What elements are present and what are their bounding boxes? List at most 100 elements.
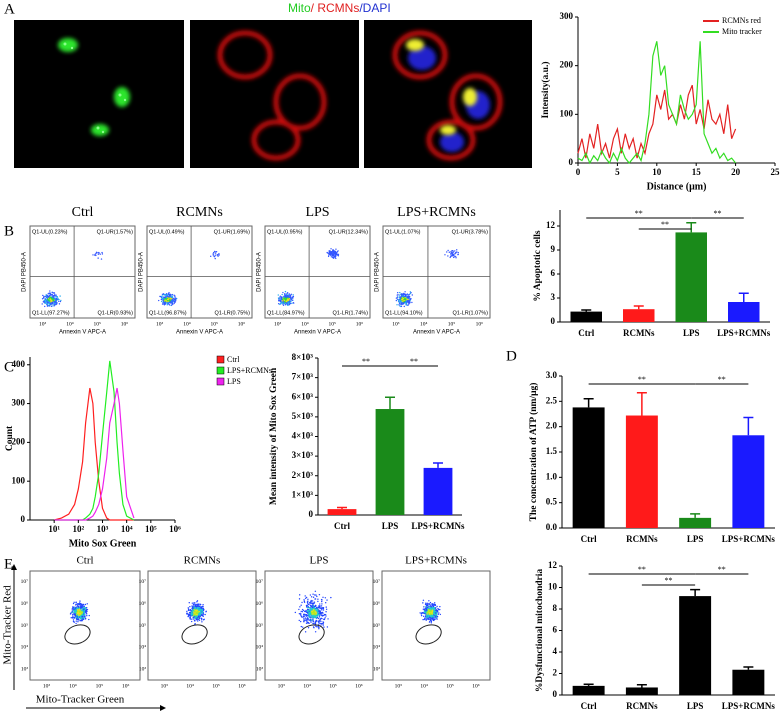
quadrant-label: Q1-UL(0.95%) [267,229,303,235]
x-tick-label: 10⁴ [420,683,428,689]
event-dot [457,254,458,255]
event-dot [215,252,216,253]
event-dot [45,298,46,299]
event-dot [280,301,281,302]
event-dot [403,301,405,303]
event-dot [429,621,430,622]
event-dot [50,294,51,295]
y-tick-label: 12 [546,220,556,230]
event-dot [401,306,402,307]
event-dot [315,617,317,619]
event-dot [319,607,320,608]
x-tick-label: 10⁵ [446,683,454,689]
event-dot [191,605,192,606]
event-dot [396,297,397,298]
event-dot [48,293,49,294]
x-tick-label: 10⁵ [210,321,218,327]
event-dot [48,296,49,297]
event-dot [300,605,301,606]
event-dot [163,296,164,297]
event-dot [78,606,79,607]
event-dot [316,615,318,617]
event-dot [56,299,57,300]
event-dot [332,257,333,258]
y-tick-label: 100 [560,108,574,118]
y-axis-label: DAPI PB450-A [22,252,28,292]
event-dot [83,614,85,616]
event-dot [333,251,334,252]
quadrant-label: Q1-LL(84.97%) [267,310,305,316]
event-dot [307,602,308,603]
y-axis-label: DAPI PB450-A [375,252,381,292]
event-dot [80,616,82,618]
legend-swatch [217,356,224,363]
event-dot [433,619,434,620]
event-dot [79,602,80,603]
event-dot [446,251,447,252]
event-dot [335,254,336,255]
event-dot [307,604,308,605]
bar [573,407,605,528]
event-dot [426,613,428,615]
quadrant-label: Q1-LR(1.07%) [453,310,489,316]
event-dot [312,620,313,621]
event-dot [421,615,422,616]
x-tick-label: Ctrl [581,701,597,711]
x-tick-label: Ctrl [578,328,594,338]
x-tick-label: 10³ [97,524,109,534]
x-tick-label: 10³ [395,683,403,689]
bar [424,468,453,515]
event-dot [73,603,74,604]
event-dot [401,296,402,297]
y-tick-label: 3.0 [546,370,558,380]
event-dot [421,612,422,613]
significance-label: ** [665,576,673,585]
event-dot [59,303,60,304]
flow-title: RCMNs [184,555,221,567]
event-dot [422,602,423,603]
event-dot [452,252,453,253]
event-dot [79,608,81,610]
event-dot [75,616,77,618]
event-dot [197,620,198,621]
event-dot [191,621,192,622]
event-dot [315,606,316,607]
event-dot [282,299,284,301]
event-dot [424,617,425,618]
event-dot [190,617,191,618]
event-dot [293,302,294,303]
event-dot [286,294,287,295]
event-dot [189,602,190,603]
event-dot [335,256,336,257]
event-dot [300,614,301,615]
event-dot [84,610,86,612]
event-dot [303,620,304,621]
event-dot [316,596,317,597]
legend-label: RCMNs red [722,16,761,25]
event-dot [43,296,44,297]
event-dot [202,608,203,609]
event-dot [312,605,314,607]
event-dot [310,594,311,595]
error-bar [637,393,647,416]
event-dot [319,614,321,616]
event-dot [401,294,402,295]
legend-swatch [217,367,224,374]
event-dot [70,613,71,614]
event-dot [163,298,164,299]
x-tick-label: 10⁶ [476,321,484,327]
y-tick-label: 10⁷ [21,579,29,585]
event-dot [308,627,309,628]
quadrant-label: Q1-UR(1.57%) [97,229,134,235]
y-tick-label: 3×10³ [292,450,314,460]
event-dot [161,299,162,300]
event-dot [325,615,326,616]
y-tick-label: 10⁶ [373,601,381,607]
event-dot [170,295,171,296]
event-dot [299,594,300,595]
event-dot [42,303,43,304]
error-bar [690,514,700,518]
event-dot [311,603,312,604]
event-dot [168,293,169,294]
event-dot [436,606,437,607]
